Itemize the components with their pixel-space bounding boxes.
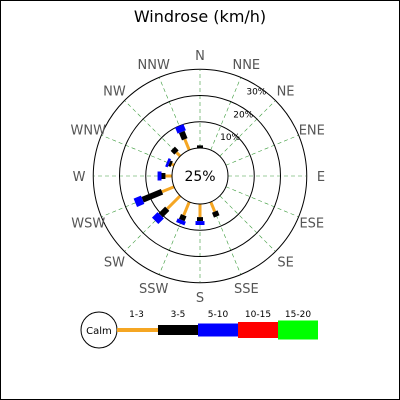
chart-title: Windrose (km/h) xyxy=(134,7,266,26)
petal-wsw-1-3 xyxy=(161,185,175,194)
legend-label-15-20: 15-20 xyxy=(285,310,311,320)
ring-30 xyxy=(92,68,308,284)
dir-label-nnw: NNW xyxy=(138,58,170,73)
ring-label-10: 10% xyxy=(220,133,240,143)
petal-wnw-5-10 xyxy=(165,158,172,168)
dir-label-w: W xyxy=(73,170,86,185)
dir-label-e: E xyxy=(317,170,325,185)
legend-label-1-3: 1-3 xyxy=(129,310,144,320)
ring-10 xyxy=(145,121,255,231)
petal-nw-1-3 xyxy=(175,151,182,158)
legend-calm-label: Calm xyxy=(86,326,112,337)
dir-label-nw: NW xyxy=(103,84,126,99)
petal-sse-1-3 xyxy=(209,201,217,213)
petal-nnw-1-3 xyxy=(183,138,191,151)
ring-label-20: 20% xyxy=(233,110,253,120)
legend-swatch-3-5 xyxy=(158,325,198,335)
legend-swatch-5-10 xyxy=(198,323,238,337)
dir-label-ene: ENE xyxy=(299,124,325,139)
dir-label-se: SE xyxy=(277,256,293,271)
rose-petals xyxy=(133,124,220,226)
dir-label-sw: SW xyxy=(104,256,125,271)
ring-label-30: 30% xyxy=(246,88,266,98)
dir-label-ne: NE xyxy=(277,84,295,99)
petal-wsw-5-10 xyxy=(133,195,145,207)
dir-label-wnw: WNW xyxy=(70,124,106,139)
petal-sw-1-3 xyxy=(166,194,182,210)
dir-label-sse: SSE xyxy=(234,282,259,297)
petal-ssw-3-5 xyxy=(178,214,187,222)
ring-20 xyxy=(119,95,281,257)
legend-label-10-15: 10-15 xyxy=(245,310,271,320)
direction-labels: N NNE NE ENE E ESE SE SSE S SSW SW WSW W WNW NW NNW xyxy=(70,49,325,306)
dir-label-wsw: WSW xyxy=(71,216,105,231)
petal-sw-5-10 xyxy=(151,212,164,225)
petal-nnw-5-10 xyxy=(175,124,186,134)
calm-percent: 25% xyxy=(184,169,215,185)
petal-ssw-5-10 xyxy=(176,218,186,226)
dir-label-ese: ESE xyxy=(299,216,324,231)
petal-wnw-3-5 xyxy=(168,160,173,168)
petal-wsw-3-5 xyxy=(141,188,164,203)
calm-circle xyxy=(171,147,229,205)
dir-label-s: S xyxy=(196,291,204,306)
dir-label-ssw: SSW xyxy=(139,282,169,297)
petal-sse-3-5 xyxy=(211,210,220,218)
legend: Calm 1-3 3-5 5-10 10-15 15-20 xyxy=(80,310,318,349)
petal-nw-3-5 xyxy=(170,146,179,155)
legend-swatch-10-15 xyxy=(238,322,278,338)
legend-label-3-5: 3-5 xyxy=(171,310,186,320)
legend-swatch-1-3 xyxy=(117,328,158,332)
legend-label-5-10: 5-10 xyxy=(208,310,229,320)
legend-swatch-15-20 xyxy=(278,320,318,340)
petal-ssw-1-3 xyxy=(182,201,191,216)
petal-sw-3-5 xyxy=(158,206,170,218)
dir-label-nne: NNE xyxy=(232,58,260,73)
dir-label-n: N xyxy=(195,49,205,64)
ring-labels: 10% 20% 30% xyxy=(220,88,267,143)
petal-nnw-3-5 xyxy=(178,130,188,141)
